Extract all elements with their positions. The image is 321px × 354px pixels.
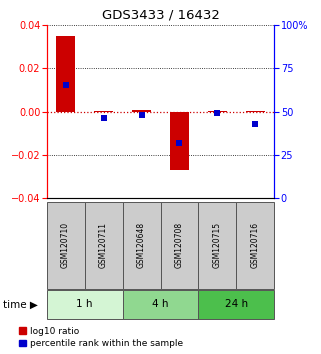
- Text: GDS3433 / 16432: GDS3433 / 16432: [101, 9, 220, 22]
- Point: [215, 110, 220, 116]
- Bar: [94, 111, 113, 112]
- Text: GSM120715: GSM120715: [213, 222, 222, 268]
- Point: [177, 140, 182, 145]
- Bar: [123, 202, 160, 289]
- Bar: [160, 202, 198, 289]
- Point: [63, 83, 68, 88]
- Text: GSM120711: GSM120711: [99, 222, 108, 268]
- Bar: [123, 290, 198, 319]
- Text: GSM120708: GSM120708: [175, 222, 184, 268]
- Bar: [170, 112, 189, 170]
- Point: [139, 112, 144, 118]
- Bar: [237, 202, 274, 289]
- Bar: [47, 290, 123, 319]
- Text: 1 h: 1 h: [76, 299, 93, 309]
- Bar: [56, 36, 75, 112]
- Text: GSM120648: GSM120648: [137, 222, 146, 268]
- Text: 24 h: 24 h: [225, 299, 248, 309]
- Text: 4 h: 4 h: [152, 299, 169, 309]
- Bar: [47, 202, 84, 289]
- Text: GSM120710: GSM120710: [61, 222, 70, 268]
- Point: [253, 121, 258, 126]
- Bar: [198, 202, 237, 289]
- Bar: [132, 110, 151, 112]
- Bar: [246, 111, 265, 112]
- Text: GSM120716: GSM120716: [251, 222, 260, 268]
- Bar: [84, 202, 123, 289]
- Bar: [198, 290, 274, 319]
- Text: time ▶: time ▶: [3, 299, 38, 309]
- Legend: log10 ratio, percentile rank within the sample: log10 ratio, percentile rank within the …: [17, 325, 185, 350]
- Point: [101, 116, 106, 121]
